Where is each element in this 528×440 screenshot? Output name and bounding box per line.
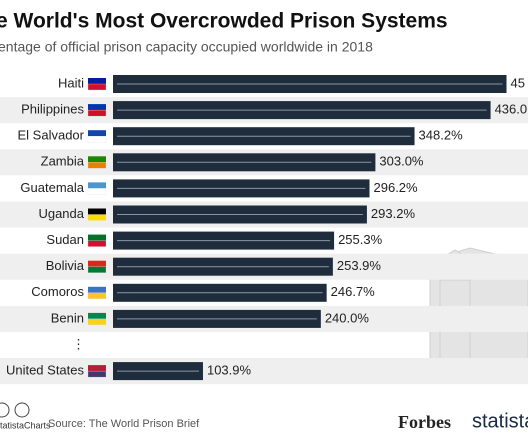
value-label: 45	[511, 75, 525, 90]
flag	[88, 286, 106, 293]
flag	[87, 109, 107, 117]
flag	[87, 162, 107, 169]
flag	[88, 260, 106, 267]
chart-subtitle: entage of official prison capacity occup…	[0, 39, 373, 55]
value-label: 436.0	[495, 102, 528, 117]
category-label: Philippines	[21, 102, 84, 117]
category-label: Uganda	[38, 206, 84, 221]
flag	[87, 292, 107, 299]
flag	[87, 318, 107, 326]
category-label: El Salvador	[18, 128, 85, 143]
value-label: 255.3%	[338, 232, 383, 247]
flag	[88, 182, 106, 189]
category-label: United States	[6, 363, 85, 378]
flag	[88, 104, 106, 111]
flag	[87, 188, 107, 195]
category-label: Benin	[51, 310, 84, 325]
flag	[88, 365, 106, 372]
cc-icon	[0, 402, 10, 418]
category-label: ⋮	[72, 336, 85, 351]
flag	[88, 208, 106, 215]
flag	[87, 266, 107, 273]
flag	[88, 130, 106, 137]
category-label: Comoros	[31, 284, 84, 299]
logo: Forbes	[398, 412, 451, 432]
category-label: Bolivia	[46, 258, 85, 273]
chart-title: e World's Most Overcrowded Prison System…	[0, 10, 448, 33]
category-label: Guatemala	[20, 180, 84, 195]
value-label: 103.9%	[207, 363, 252, 378]
flag	[87, 83, 107, 91]
flag	[87, 136, 107, 143]
logo: statista	[472, 410, 528, 432]
flag	[88, 156, 106, 163]
value-label: 240.0%	[325, 310, 370, 325]
value-label: 303.0%	[379, 154, 424, 169]
flag	[88, 78, 106, 84]
value-label: 348.2%	[419, 128, 464, 143]
flag	[88, 234, 106, 241]
brand: tatistaCharts	[0, 420, 51, 430]
category-label: Haiti	[58, 75, 84, 90]
category-label: Zambia	[41, 154, 85, 169]
flag	[87, 214, 107, 221]
source: Source: The World Prison Brief	[48, 418, 200, 430]
flag	[88, 312, 106, 319]
category-label: Sudan	[46, 232, 84, 247]
flag	[87, 370, 107, 378]
flag	[87, 240, 107, 247]
value-label: 296.2%	[374, 180, 419, 195]
value-label: 253.9%	[337, 258, 382, 273]
value-label: 246.7%	[331, 284, 376, 299]
value-label: 293.2%	[371, 206, 416, 221]
cc-icon	[14, 402, 30, 418]
